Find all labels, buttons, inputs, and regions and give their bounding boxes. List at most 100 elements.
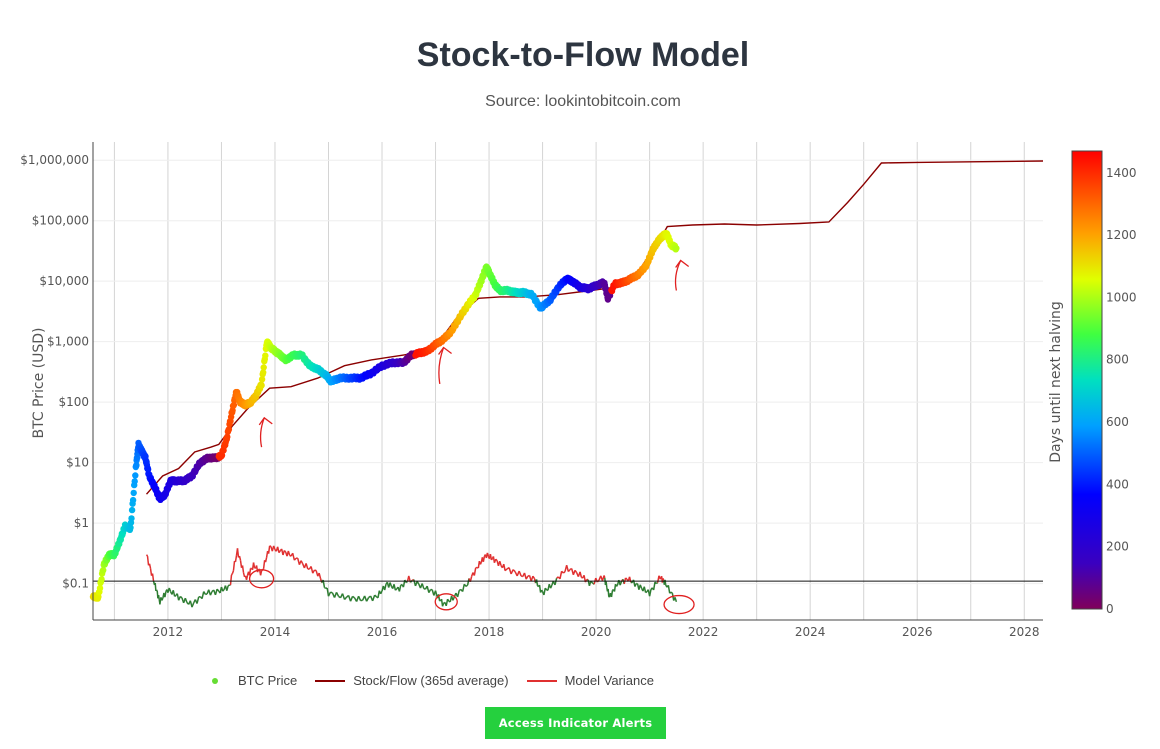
model-variance-segment	[540, 589, 544, 592]
y-tick-label: $1,000	[47, 335, 89, 349]
x-tick-label: 2024	[795, 625, 826, 639]
model-variance-segment	[482, 556, 486, 562]
colorbar-tick-label: 0	[1106, 602, 1114, 616]
btc-price-point	[98, 576, 105, 583]
model-variance-segment	[330, 591, 333, 594]
model-variance-segment	[229, 574, 233, 586]
model-variance-segment	[341, 593, 346, 600]
btc-price-point	[131, 478, 138, 485]
btc-price-point	[260, 364, 267, 371]
chart-subtitle: Source: lookintobitcoin.com	[485, 93, 681, 110]
model-variance-segment	[525, 575, 529, 580]
model-variance-segment	[416, 581, 420, 585]
model-variance-segment	[579, 571, 583, 578]
x-tick-label: 2018	[474, 625, 505, 639]
legend-item-btc-price[interactable]: BTC Price	[200, 673, 297, 688]
model-variance-segment	[400, 583, 403, 586]
model-variance-segment	[512, 569, 516, 573]
y-axis-title: BTC Price (USD)	[31, 327, 47, 438]
colorbar-title: Days until next halving	[1048, 301, 1064, 463]
model-variance-segment	[405, 581, 408, 584]
colorbar: 0 200 400 600 800 1000 1200 1400 Days until next…	[1048, 150, 1137, 616]
legend-item-stock-flow[interactable]: Stock/Flow (365d average)	[315, 673, 509, 688]
model-variance-segment	[643, 586, 647, 593]
annotation-circle	[248, 569, 275, 589]
btc-price-point	[225, 426, 233, 433]
model-variance-segment	[291, 553, 296, 561]
colorbar-tick-label: 1000	[1106, 290, 1137, 304]
y-tick-label: $100,000	[32, 214, 89, 228]
model-variance-segment	[300, 560, 304, 565]
model-variance-segment	[326, 587, 330, 597]
model-variance-segment	[603, 575, 606, 579]
model-variance-segment	[523, 572, 527, 580]
legend-item-model-variance[interactable]: Model Variance	[526, 673, 654, 688]
model-variance-segment	[241, 565, 245, 573]
model-variance-segment	[310, 566, 314, 574]
legend-dot-icon	[212, 677, 218, 684]
btc-price-point	[133, 462, 140, 469]
x-tick-label: 2016	[367, 625, 398, 639]
btc-price-point	[258, 382, 265, 389]
model-variance-segment	[428, 589, 432, 593]
model-variance-segment	[161, 597, 164, 601]
model-variance-segment	[203, 591, 207, 595]
model-variance-segment	[394, 588, 398, 591]
btc-price-point	[224, 433, 231, 441]
annotation-arrow-head	[258, 416, 273, 426]
model-variance-segment	[179, 595, 183, 599]
model-variance-segment	[532, 575, 536, 580]
model-variance-segment	[389, 582, 393, 587]
model-variance-segment	[607, 588, 610, 597]
model-variance-segment	[383, 583, 387, 591]
model-variance-segment	[473, 567, 477, 576]
model-variance-segment	[305, 563, 309, 570]
btc-price-point	[260, 369, 267, 376]
btc-price-point	[673, 245, 680, 252]
model-variance-segment	[146, 556, 150, 566]
model-variance-segment	[486, 552, 490, 557]
legend-line-icon	[526, 679, 557, 682]
model-variance-segment	[543, 587, 546, 596]
model-variance-segment	[145, 554, 149, 557]
model-variance-segment	[184, 597, 188, 603]
model-variance-segment	[634, 583, 637, 587]
model-variance-segment	[490, 558, 493, 561]
x-tick-label: 2012	[153, 625, 184, 639]
model-variance-segment	[625, 577, 628, 580]
model-variance-segment	[267, 545, 271, 554]
access-indicator-alerts-button[interactable]: Access Indicator Alerts	[485, 707, 666, 739]
model-variance-segment	[562, 571, 566, 574]
model-variance-segment	[380, 590, 383, 595]
model-variance-segment	[556, 576, 559, 579]
model-variance-segment	[269, 545, 272, 548]
model-variance-segment	[155, 589, 158, 592]
model-variance-segment	[452, 596, 455, 601]
model-variance-segment	[654, 581, 657, 585]
model-variance-segment	[615, 584, 619, 587]
model-variance-segment	[232, 561, 236, 571]
model-variance-segment	[151, 573, 155, 582]
colorbar-gradient	[1071, 150, 1103, 610]
model-variance-segment	[567, 569, 571, 573]
model-variance-segment	[446, 598, 450, 602]
model-variance-segment	[465, 584, 469, 588]
model-variance-segment	[238, 555, 242, 561]
stock-to-flow-chart[interactable]: $0.1 $1 $10 $100 $1,000 $10,000 $100,000 $1,000…	[0, 0, 1160, 700]
model-variance-segment	[231, 570, 235, 574]
model-variance-segment	[648, 589, 652, 597]
model-variance-segment	[667, 585, 671, 594]
model-variance-segment	[479, 562, 483, 565]
model-variance-segment	[610, 590, 614, 598]
model-variance-segment	[327, 591, 332, 597]
legend-label: Stock/Flow (365d average)	[353, 673, 509, 688]
colorbar-tick-label: 200	[1106, 540, 1129, 554]
model-variance-segment	[374, 594, 378, 598]
colorbar-tick-label: 1200	[1106, 228, 1137, 242]
model-variance-segment	[335, 591, 340, 597]
btc-price-point	[130, 489, 137, 497]
model-variance-segment	[236, 548, 240, 558]
model-variance-segment	[209, 591, 213, 596]
model-variance-segment	[670, 591, 673, 594]
model-variance-segment	[674, 597, 678, 603]
